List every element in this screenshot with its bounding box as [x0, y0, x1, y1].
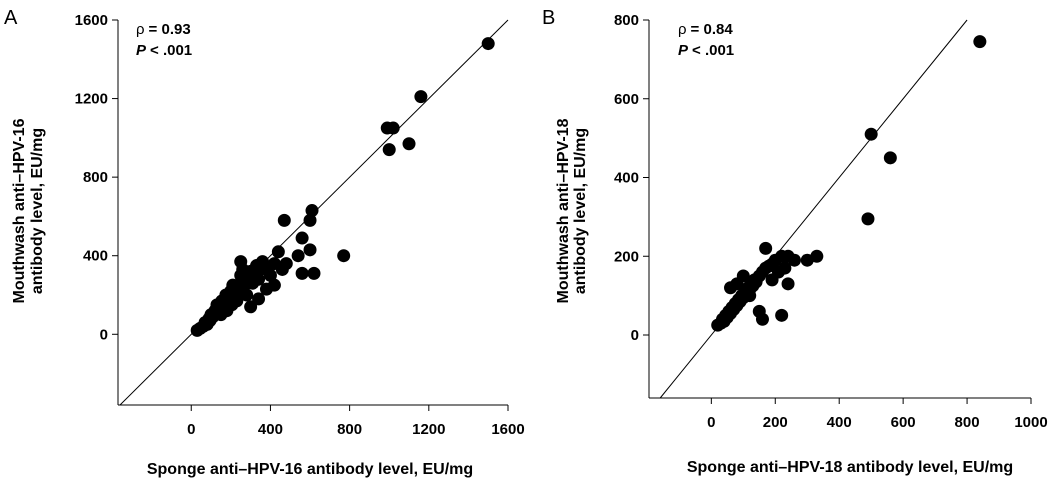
data-point	[402, 137, 416, 151]
identity-line	[659, 19, 968, 399]
y-tick-label: 600	[614, 91, 639, 108]
data-point	[277, 213, 291, 227]
y-axis-title-line2: antibody level, EU/mg	[572, 128, 589, 294]
y-tick-label: 0	[631, 327, 639, 344]
data-point	[303, 243, 317, 257]
x-axis-title: Sponge anti–HPV-18 antibody level, EU/mg	[687, 459, 1013, 476]
p-value-annotation: P < .001	[678, 42, 734, 59]
data-point	[279, 257, 293, 271]
data-point	[765, 273, 779, 287]
data-point	[775, 308, 789, 322]
y-tick-label: 0	[100, 326, 108, 343]
data-point	[759, 241, 773, 255]
data-point	[295, 231, 309, 245]
y-tick-label: 400	[614, 170, 639, 187]
rho-annotation: ρ = 0.93	[136, 21, 191, 38]
y-tick-label: 800	[83, 169, 108, 186]
data-point	[307, 266, 321, 280]
data-point	[743, 289, 757, 303]
y-axis-title-line2: antibody level, EU/mg	[29, 128, 46, 294]
data-point	[883, 151, 897, 165]
y-tick-label: 1600	[75, 12, 108, 29]
axes: 0 400 800 1200 1600 0 400 800 1200 1600	[75, 12, 525, 438]
data-point	[973, 35, 987, 49]
y-tick-label: 1200	[75, 91, 108, 108]
data-point	[303, 213, 317, 227]
data-point	[810, 249, 824, 263]
x-tick-label: 1600	[491, 421, 524, 438]
x-tick-label: 400	[827, 414, 852, 431]
x-tick-label: 800	[337, 421, 362, 438]
y-axis-title-line1: Mouthwash anti–HPV-16	[11, 118, 28, 303]
x-tick-label: 1200	[412, 421, 445, 438]
data-point	[291, 249, 305, 263]
data-point	[295, 266, 309, 280]
x-tick-label: 0	[187, 421, 195, 438]
data-point	[234, 255, 248, 269]
x-tick-label: 1000	[1014, 414, 1047, 431]
panel-label: B	[542, 7, 555, 29]
reference-line	[659, 19, 968, 399]
panel-label: A	[4, 7, 18, 29]
data-point	[414, 90, 428, 104]
data-point	[240, 288, 254, 302]
data-point	[337, 249, 351, 263]
rho-annotation: ρ = 0.84	[678, 21, 733, 38]
data-point	[252, 292, 266, 306]
y-tick-label: 200	[614, 248, 639, 265]
data-point	[781, 277, 795, 291]
x-tick-label: 800	[955, 414, 980, 431]
y-tick-label: 400	[83, 248, 108, 265]
data-point	[778, 261, 792, 275]
data-point	[861, 212, 875, 226]
data-point	[271, 245, 285, 259]
x-tick-label: 200	[763, 414, 788, 431]
x-axis-title: Sponge anti–HPV-16 antibody level, EU/mg	[147, 461, 473, 478]
axes: 0 200 400 600 800 1000 0 200 400 600 800	[614, 12, 1048, 431]
x-tick-label: 0	[707, 414, 715, 431]
data-point	[267, 278, 281, 292]
p-value-annotation: P < .001	[136, 42, 192, 59]
data-point	[305, 204, 319, 218]
panel-b: B ρ = 0.84 P < .001 0 200 400 600 800 1000 0 200 4…	[542, 7, 1048, 476]
data-points	[711, 35, 987, 332]
y-tick-label: 800	[614, 12, 639, 29]
data-point	[736, 269, 750, 283]
y-axis-title-line1: Mouthwash anti–HPV-18	[555, 118, 572, 303]
panel-a: A ρ = 0.93 P < .001 0 400 800 1200 1600 0 400 800…	[4, 7, 525, 478]
x-tick-label: 400	[258, 421, 283, 438]
data-point	[382, 143, 396, 157]
data-point	[481, 37, 495, 51]
data-point	[263, 268, 277, 282]
data-point	[386, 121, 400, 135]
data-point	[787, 253, 801, 267]
data-point	[252, 272, 266, 286]
data-point	[244, 300, 258, 314]
data-points	[190, 37, 495, 337]
x-tick-label: 600	[891, 414, 916, 431]
data-point	[864, 127, 878, 141]
data-point	[755, 312, 769, 326]
